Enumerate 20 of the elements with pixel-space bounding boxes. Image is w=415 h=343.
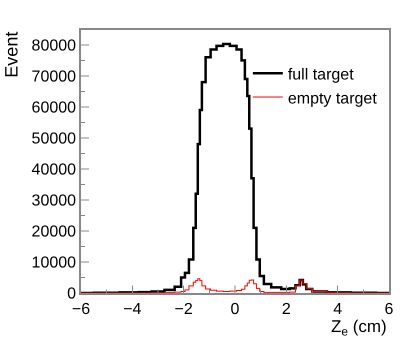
legend-label: full target — [288, 66, 354, 84]
y-tick-label: 50000 — [32, 130, 76, 148]
legend-label: empty target — [288, 90, 378, 108]
y-tick-label: 80000 — [32, 37, 76, 54]
y-tick-label: 40000 — [32, 162, 76, 179]
y-tick-label: 10000 — [32, 254, 76, 272]
x-axis-title: Z$_{e}$ (cm) — [331, 317, 387, 339]
y-tick-label: 70000 — [32, 68, 76, 86]
y-tick-label: 30000 — [32, 192, 76, 210]
x-tick-label: 4 — [333, 300, 342, 318]
y-axis-title: Event — [2, 32, 22, 78]
x-tick-label: −4 — [123, 300, 142, 318]
x-tick-label: −6 — [72, 300, 90, 318]
x-tick-label: 2 — [282, 300, 291, 318]
x-tick-label: 0 — [230, 300, 240, 318]
y-tick-label: 0 — [67, 286, 76, 303]
x-tick-label: 6 — [384, 300, 394, 318]
y-tick-label: 20000 — [32, 224, 76, 241]
y-tick-label: 60000 — [32, 100, 76, 117]
x-tick-label: −2 — [174, 300, 193, 318]
